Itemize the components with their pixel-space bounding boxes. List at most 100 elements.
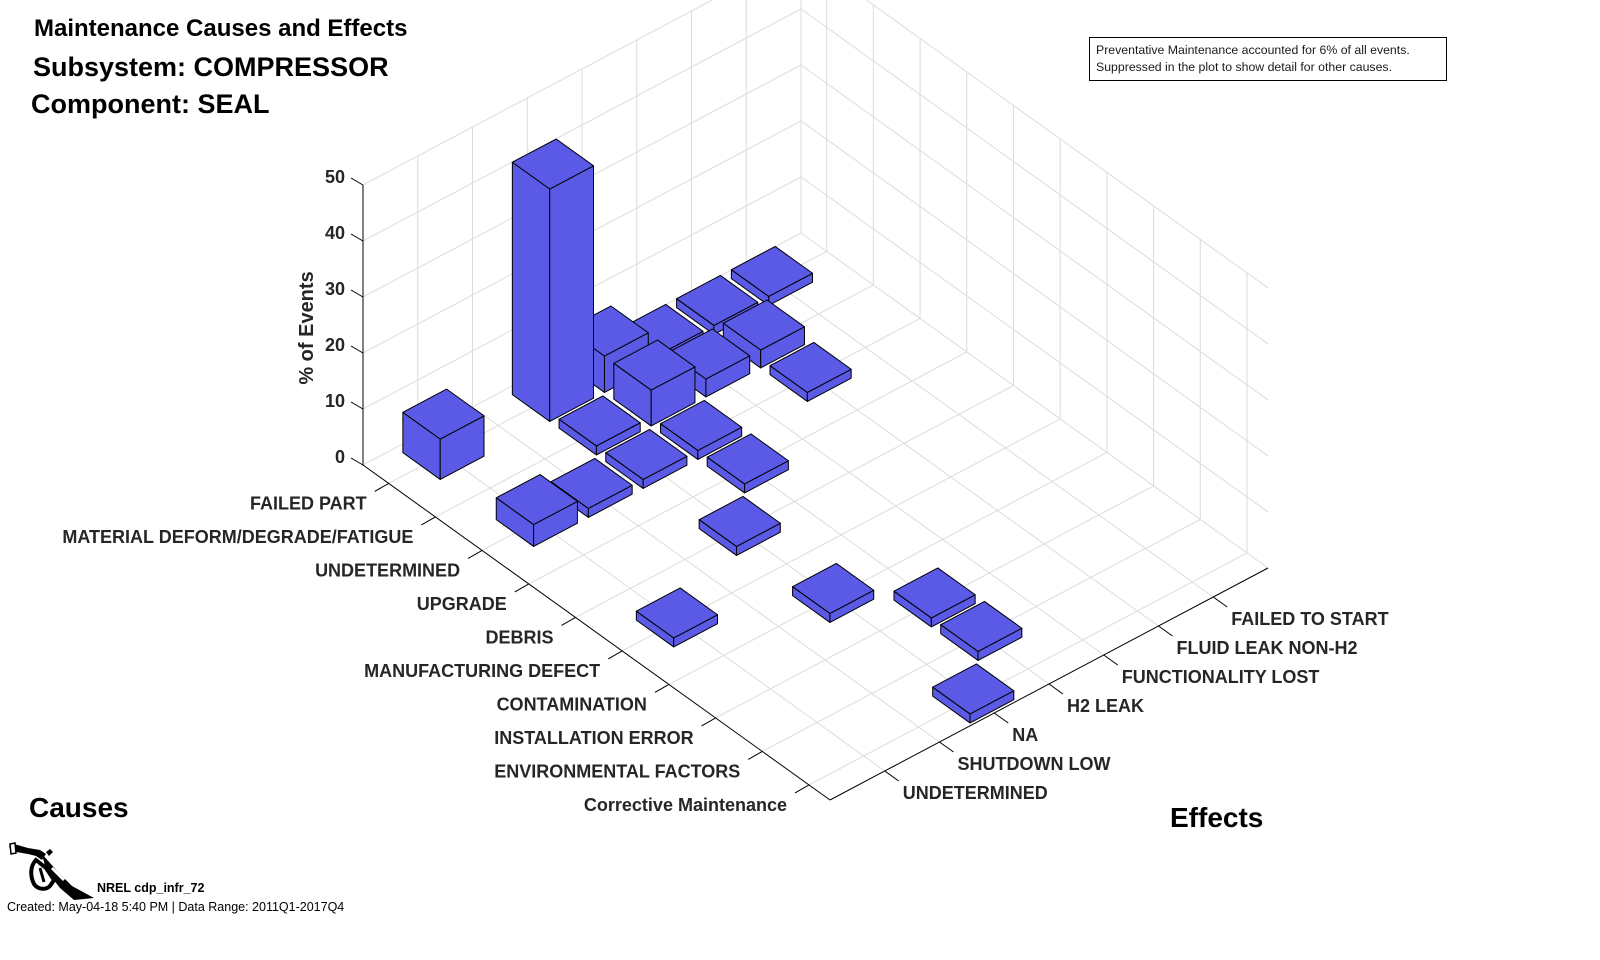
effect-tick-label: H2 LEAK bbox=[1067, 696, 1144, 716]
z-tick-label: 10 bbox=[325, 391, 345, 411]
causes-axis-title: Causes bbox=[29, 792, 129, 823]
bar bbox=[932, 663, 1015, 724]
bar-top-face bbox=[676, 274, 759, 326]
effect-tick bbox=[1212, 596, 1228, 608]
bar bbox=[698, 495, 781, 556]
effect-tick bbox=[993, 712, 1009, 724]
z-tick-label: 0 bbox=[335, 447, 345, 467]
effect-tick-label: FAILED TO START bbox=[1231, 609, 1388, 629]
effect-tick-label: SHUTDOWN LOW bbox=[958, 754, 1111, 774]
cause-tick bbox=[654, 683, 670, 693]
bars bbox=[402, 138, 1023, 724]
cause-tick bbox=[467, 549, 483, 559]
effects-axis-title: Effects bbox=[1170, 802, 1264, 833]
z-gridline-right bbox=[800, 232, 1269, 569]
cause-tick-label: ENVIRONMENTAL FACTORS bbox=[494, 761, 740, 781]
back-right-wall bbox=[801, 0, 1268, 568]
cause-tick-label: MANUFACTURING DEFECT bbox=[364, 661, 600, 681]
cause-tick-label: UNDETERMINED bbox=[315, 560, 460, 580]
annotation-line-2: Suppressed in the plot to show detail fo… bbox=[1096, 60, 1392, 74]
report-id: NREL cdp_infr_72 bbox=[97, 881, 205, 895]
z-tick bbox=[350, 289, 364, 298]
z-tick bbox=[350, 457, 364, 466]
bar bbox=[613, 339, 696, 427]
bar bbox=[495, 474, 578, 547]
bar bbox=[730, 245, 814, 306]
bar bbox=[706, 433, 789, 494]
cause-tick bbox=[421, 516, 436, 526]
z-gridline-right bbox=[865, 0, 1269, 289]
bar-top-face bbox=[660, 399, 743, 451]
z-tick-label: 50 bbox=[325, 167, 345, 187]
cause-tick bbox=[561, 616, 576, 626]
bar-top-face bbox=[792, 562, 875, 614]
bar-top-face bbox=[402, 388, 485, 440]
bar-top-face bbox=[511, 138, 595, 190]
z-tick-label: 20 bbox=[325, 335, 345, 355]
bar bbox=[893, 567, 976, 628]
cause-tick bbox=[748, 750, 763, 760]
z-tick bbox=[350, 177, 364, 186]
created-date-range: Created: May-04-18 5:40 PM | Data Range:… bbox=[7, 900, 345, 914]
effect-tick bbox=[1158, 625, 1173, 637]
bar bbox=[769, 341, 852, 402]
cause-tick-label: Corrective Maintenance bbox=[584, 795, 787, 815]
effect-tick-label: UNDETERMINED bbox=[903, 783, 1048, 803]
bar bbox=[558, 395, 641, 456]
cause-tick-label: FAILED PART bbox=[250, 493, 367, 513]
bar-top-face bbox=[769, 341, 852, 393]
fuel-nozzle-icon bbox=[9, 842, 94, 900]
z-tick-label: 30 bbox=[325, 279, 345, 299]
floor-gridline-effect bbox=[472, 406, 940, 743]
bar-right-face bbox=[549, 165, 595, 422]
cause-tick-label: DEBRIS bbox=[485, 627, 553, 647]
bar-top-face bbox=[722, 299, 805, 351]
cause-tick-label: INSTALLATION ERROR bbox=[494, 728, 693, 748]
effect-tick bbox=[1048, 683, 1064, 695]
bar bbox=[605, 428, 688, 489]
floor-gridline-effect bbox=[745, 261, 1214, 598]
bar-top-face bbox=[495, 474, 578, 526]
cause-tick bbox=[607, 650, 623, 660]
bar-top-face bbox=[940, 600, 1023, 652]
bar-left-face bbox=[511, 161, 551, 422]
floor-gridline-cause bbox=[575, 384, 1014, 618]
bar bbox=[635, 587, 719, 648]
bar bbox=[940, 600, 1023, 661]
component-title: Component: SEAL bbox=[31, 89, 270, 119]
bar bbox=[511, 138, 595, 422]
z-tick bbox=[350, 233, 364, 242]
axis-lines bbox=[350, 177, 1269, 801]
cause-tick-label: UPGRADE bbox=[417, 594, 507, 614]
bar bbox=[722, 299, 805, 369]
z-gridline-right bbox=[800, 120, 1269, 457]
effect-tick-label: FUNCTIONALITY LOST bbox=[1122, 667, 1320, 687]
effect-tick bbox=[939, 741, 954, 753]
cause-tick bbox=[374, 482, 389, 492]
bar-top-face bbox=[613, 339, 696, 391]
bar-top-face bbox=[730, 245, 814, 297]
floor-gridline-cause bbox=[668, 451, 1108, 685]
bar-top-face bbox=[550, 457, 633, 509]
cause-tick bbox=[701, 717, 716, 727]
effect-tick bbox=[1103, 654, 1119, 666]
bar-top-face bbox=[932, 663, 1015, 715]
z-tick bbox=[350, 345, 364, 354]
subsystem-title: Subsystem: COMPRESSOR bbox=[33, 52, 389, 82]
bar-top-face bbox=[605, 428, 688, 480]
bar bbox=[402, 388, 485, 480]
annotation-box: Preventative Maintenance accounted for 6… bbox=[1089, 37, 1447, 81]
cause-tick bbox=[514, 583, 530, 593]
effect-tick bbox=[884, 770, 900, 782]
tick-labels: 0 10 20 30 40 50 % of Events FAILED PART MATERIA… bbox=[62, 167, 1388, 815]
z-tick bbox=[350, 401, 364, 410]
z-gridline-right bbox=[800, 64, 1269, 401]
z-axis-label: % of Events bbox=[296, 271, 318, 384]
effect-tick-label: FLUID LEAK NON-H2 bbox=[1177, 638, 1358, 658]
floor-gridline-cause bbox=[808, 552, 1248, 786]
chart-title: Maintenance Causes and Effects bbox=[34, 15, 408, 42]
z-gridline-right bbox=[800, 8, 1269, 345]
bar-top-face bbox=[698, 495, 781, 547]
bar-top-face bbox=[706, 433, 789, 485]
